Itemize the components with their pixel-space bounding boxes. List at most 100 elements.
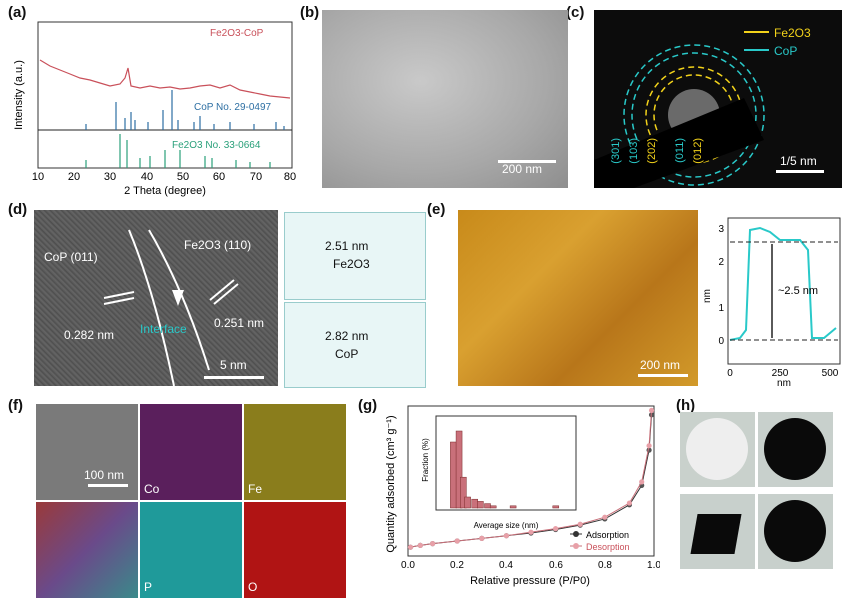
xrd-xtick: 20 bbox=[68, 171, 80, 183]
isotherm-point bbox=[528, 529, 534, 535]
histogram-bar bbox=[450, 441, 457, 509]
legend-desorption: Desorption bbox=[586, 542, 630, 552]
isotherm-point bbox=[430, 541, 436, 547]
svg-text:1.0: 1.0 bbox=[647, 560, 660, 571]
isotherm-point bbox=[553, 526, 559, 532]
legend-adsorption: Adsorption bbox=[586, 530, 629, 540]
afm-image: 200 nm bbox=[458, 210, 698, 386]
profile-value: 2.51 nm bbox=[325, 239, 369, 253]
xrd-xtick: 10 bbox=[32, 171, 44, 183]
scale-label: 100 nm bbox=[84, 468, 125, 482]
panel-label-c: (c) bbox=[566, 4, 585, 21]
scale-label: 5 nm bbox=[220, 358, 247, 372]
afm-profile-chart: ~2.5 nm nm nm 0 1 2 3 0 250 500 bbox=[702, 217, 841, 389]
panel-label-a: (a) bbox=[8, 4, 27, 21]
panel-label-g: (g) bbox=[358, 397, 378, 414]
isotherm-point bbox=[639, 479, 645, 485]
inset-xlabel: Average size (nm) bbox=[474, 521, 539, 530]
panel-label-e: (e) bbox=[427, 201, 446, 218]
isotherm-point bbox=[417, 542, 423, 549]
map-p: P bbox=[140, 502, 242, 598]
hrtem-cop-label: CoP (011) bbox=[44, 250, 98, 264]
xrd-xtick: 80 bbox=[284, 171, 296, 183]
scale-label: 200 nm bbox=[640, 358, 681, 372]
ring-label: (202) bbox=[646, 138, 658, 164]
svg-text:0.8: 0.8 bbox=[598, 560, 612, 571]
svg-text:0.2: 0.2 bbox=[450, 560, 464, 571]
panel-label-h: (h) bbox=[676, 397, 696, 414]
isotherm-point bbox=[407, 544, 414, 550]
isotherm-line-desorption bbox=[410, 410, 653, 548]
scale-label: 200 nm bbox=[502, 162, 543, 176]
ring-label: (011) bbox=[674, 138, 686, 163]
isotherm-point bbox=[577, 521, 583, 527]
histogram-bar bbox=[455, 430, 463, 509]
histogram-bar bbox=[471, 498, 478, 509]
ring-label: (301) bbox=[610, 138, 622, 164]
bet-xticks: 0.0 0.2 0.4 0.6 0.8 1.0 bbox=[401, 560, 660, 571]
afm-annotation: ~2.5 nm bbox=[778, 285, 818, 297]
isotherm-point bbox=[479, 535, 485, 541]
xrd-xtick: 30 bbox=[104, 171, 116, 183]
isotherm-point bbox=[648, 407, 655, 414]
profile-value: 2.82 nm bbox=[325, 329, 369, 343]
saed-legend-cop: CoP bbox=[774, 44, 798, 58]
map-overlay bbox=[36, 502, 138, 598]
histogram-bar bbox=[484, 503, 491, 509]
afm-ytick: 3 bbox=[718, 224, 724, 235]
saed-legend-fe2o3: Fe2O3 bbox=[774, 26, 811, 40]
panel-label-b: (b) bbox=[300, 4, 320, 21]
svg-text:0.4: 0.4 bbox=[499, 560, 513, 571]
afm-xlabel: nm bbox=[777, 378, 791, 389]
profile-phase: CoP bbox=[335, 347, 359, 361]
panel-label-f: (f) bbox=[8, 397, 23, 414]
inset-ylabel: Fraction (%) bbox=[421, 438, 430, 482]
hrtem-d2: 0.251 nm bbox=[214, 316, 265, 330]
hrtem-interface: Interface bbox=[140, 322, 187, 336]
xrd-chart: Fe2O3-CoP CoP No. 29-0497 Fe2O3 No. 33-0… bbox=[13, 21, 296, 197]
photo-black-disc-2 bbox=[758, 494, 833, 569]
afm-ylabel: nm bbox=[702, 289, 713, 303]
xrd-ref1-label: CoP No. 29-0497 bbox=[194, 102, 272, 113]
svg-text:0.0: 0.0 bbox=[401, 560, 415, 571]
afm-xtick: 500 bbox=[822, 368, 839, 379]
svg-text:0.6: 0.6 bbox=[549, 560, 563, 571]
xrd-xtick: 40 bbox=[141, 171, 153, 183]
xrd-xlabel: 2 Theta (degree) bbox=[124, 185, 206, 197]
afm-xtick: 250 bbox=[772, 368, 789, 379]
xrd-ref2-lines bbox=[85, 134, 271, 168]
afm-ytick: 0 bbox=[718, 336, 724, 347]
isotherm-point bbox=[454, 538, 460, 544]
afm-ytick: 1 bbox=[718, 303, 724, 314]
hrtem-d1: 0.282 nm bbox=[64, 328, 115, 342]
map-haadf: 100 nm bbox=[36, 404, 138, 500]
xrd-ylabel: Intensity (a.u.) bbox=[13, 60, 25, 130]
xrd-sample-curve bbox=[39, 59, 291, 99]
hrtem-fe-label: Fe2O3 (110) bbox=[184, 238, 252, 252]
ring-label: (012) bbox=[692, 138, 704, 164]
histogram-bar bbox=[460, 476, 467, 509]
histogram-bar bbox=[477, 501, 484, 509]
bet-chart: Average size (nm) Fraction (%) Adsorptio… bbox=[385, 405, 660, 587]
tem-image-b: 200 nm bbox=[322, 10, 568, 188]
histogram-bar bbox=[489, 505, 497, 509]
isotherm-point bbox=[503, 533, 509, 539]
photo-black-disc-1 bbox=[758, 412, 833, 487]
bet-xlabel: Relative pressure (P/P0) bbox=[470, 575, 590, 587]
afm-xtick: 0 bbox=[727, 368, 733, 379]
scale-bar bbox=[498, 160, 556, 163]
scale-label: 1/5 nm bbox=[780, 154, 817, 168]
histogram-bar bbox=[552, 505, 560, 509]
xrd-xtick: 70 bbox=[250, 171, 262, 183]
photo-white-disc bbox=[680, 412, 755, 487]
isotherm-point bbox=[626, 500, 632, 506]
xrd-xtick: 50 bbox=[177, 171, 189, 183]
ring-label: (103) bbox=[628, 138, 640, 164]
bet-ylabel: Quantity adsorbed (cm³ g⁻¹) bbox=[385, 415, 397, 552]
histogram-bar bbox=[509, 505, 517, 509]
saed-image: Fe2O3 CoP (301) (103) (202) (011) (012) … bbox=[594, 10, 842, 188]
map-co: Co bbox=[140, 404, 242, 500]
histogram-bar bbox=[464, 496, 471, 509]
panel-label-d: (d) bbox=[8, 201, 28, 218]
map-o: O bbox=[244, 502, 346, 598]
